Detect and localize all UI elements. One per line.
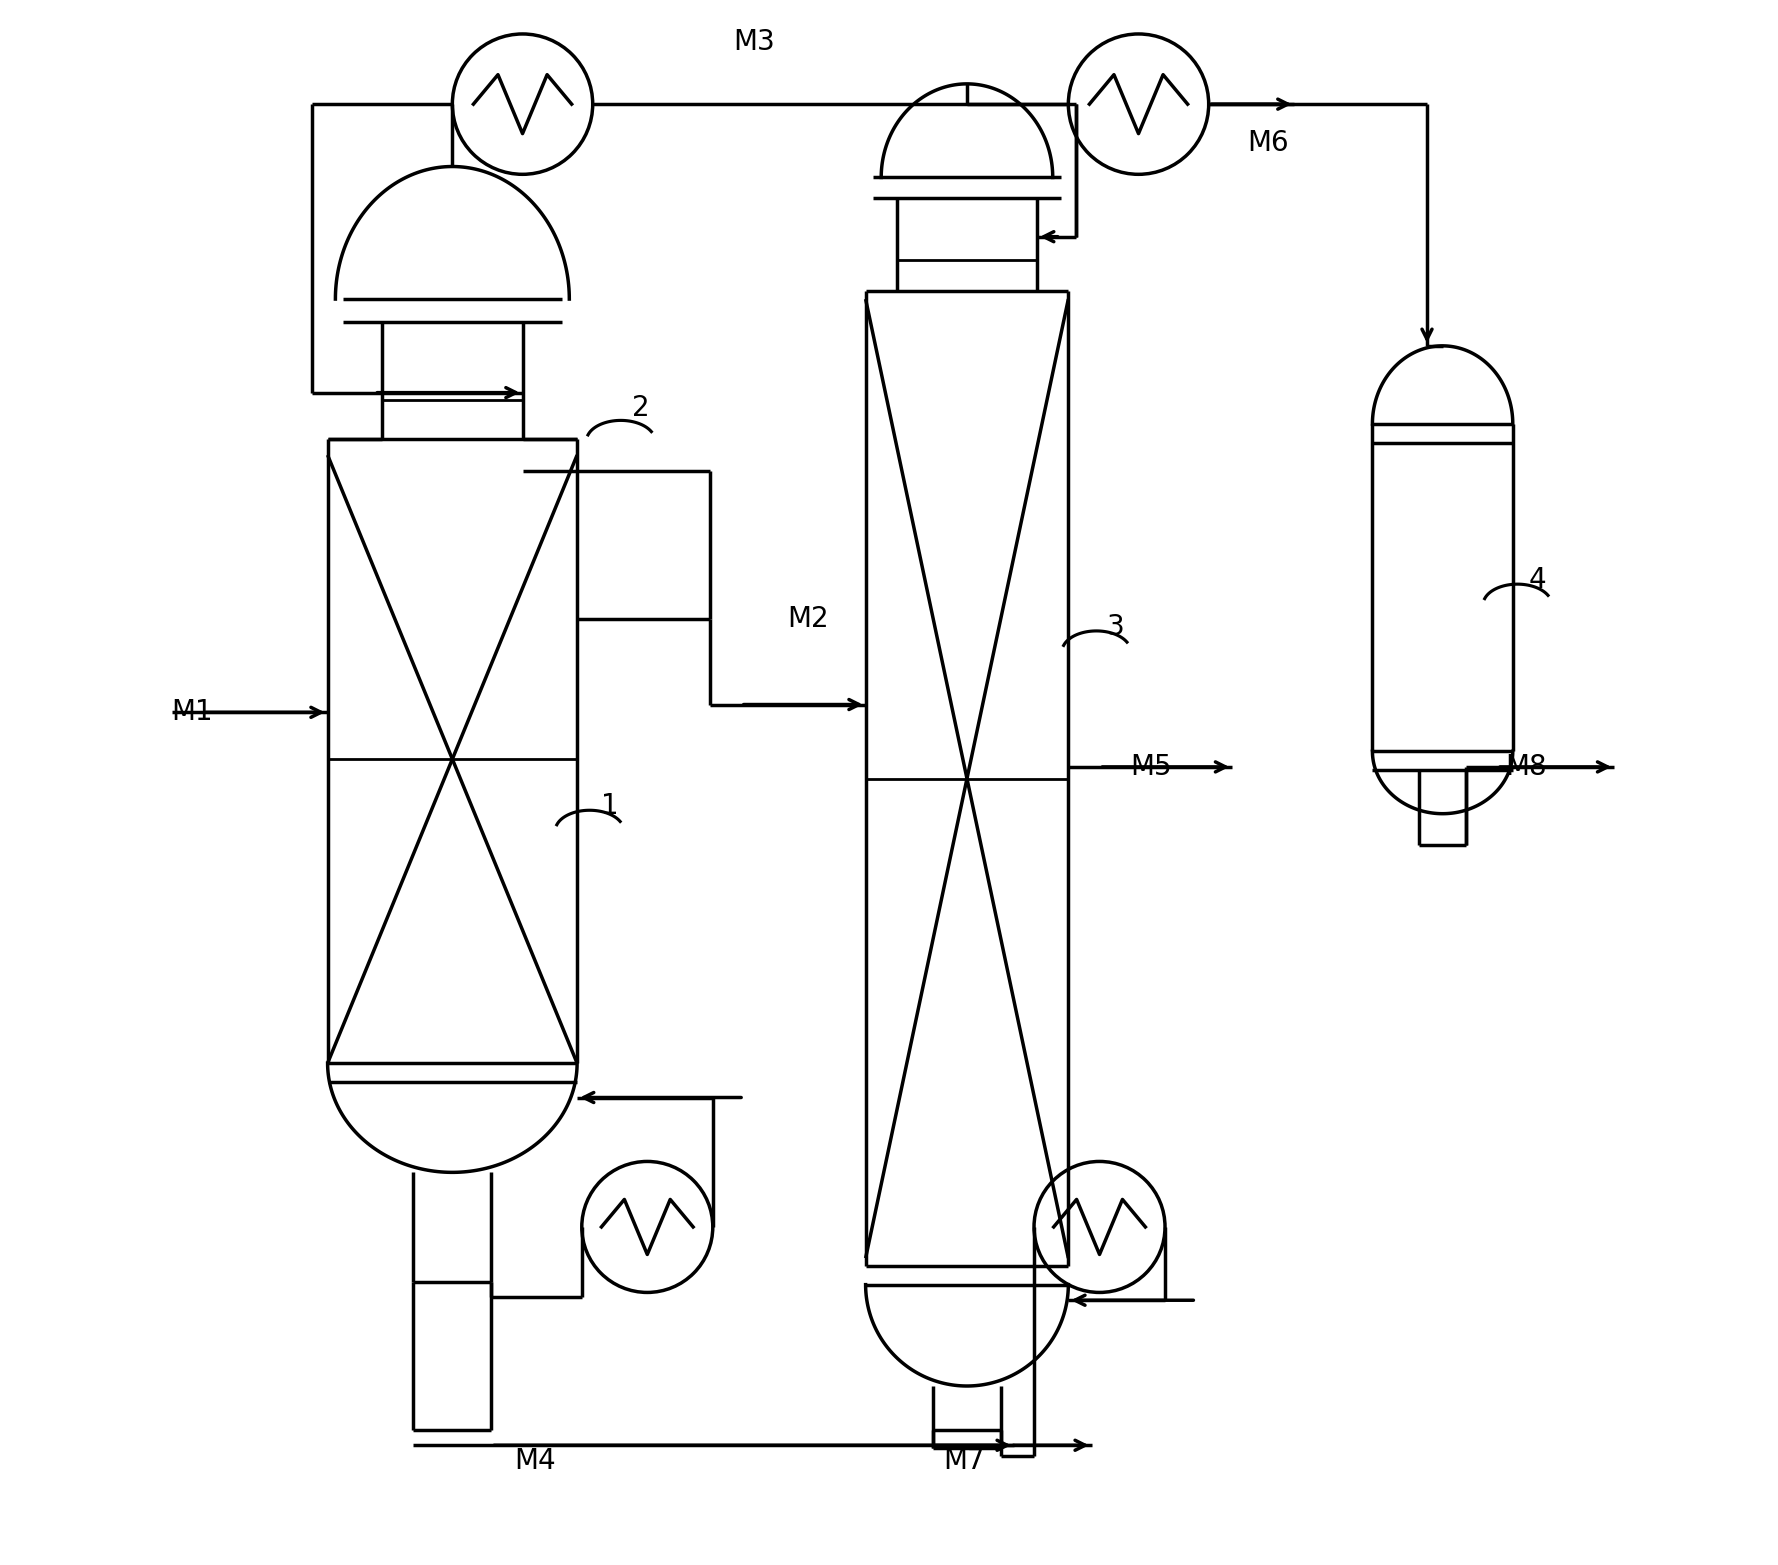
- Text: M4: M4: [516, 1448, 557, 1474]
- Text: M3: M3: [733, 28, 775, 56]
- Text: M6: M6: [1248, 130, 1289, 156]
- Text: M8: M8: [1504, 753, 1547, 781]
- Text: 3: 3: [1108, 612, 1125, 640]
- Text: 4: 4: [1529, 567, 1547, 593]
- Text: M1: M1: [172, 698, 213, 726]
- Text: 1: 1: [601, 792, 619, 820]
- Text: M2: M2: [788, 604, 829, 632]
- Text: 2: 2: [631, 394, 649, 423]
- Text: M7: M7: [944, 1448, 985, 1474]
- Text: M5: M5: [1131, 753, 1172, 781]
